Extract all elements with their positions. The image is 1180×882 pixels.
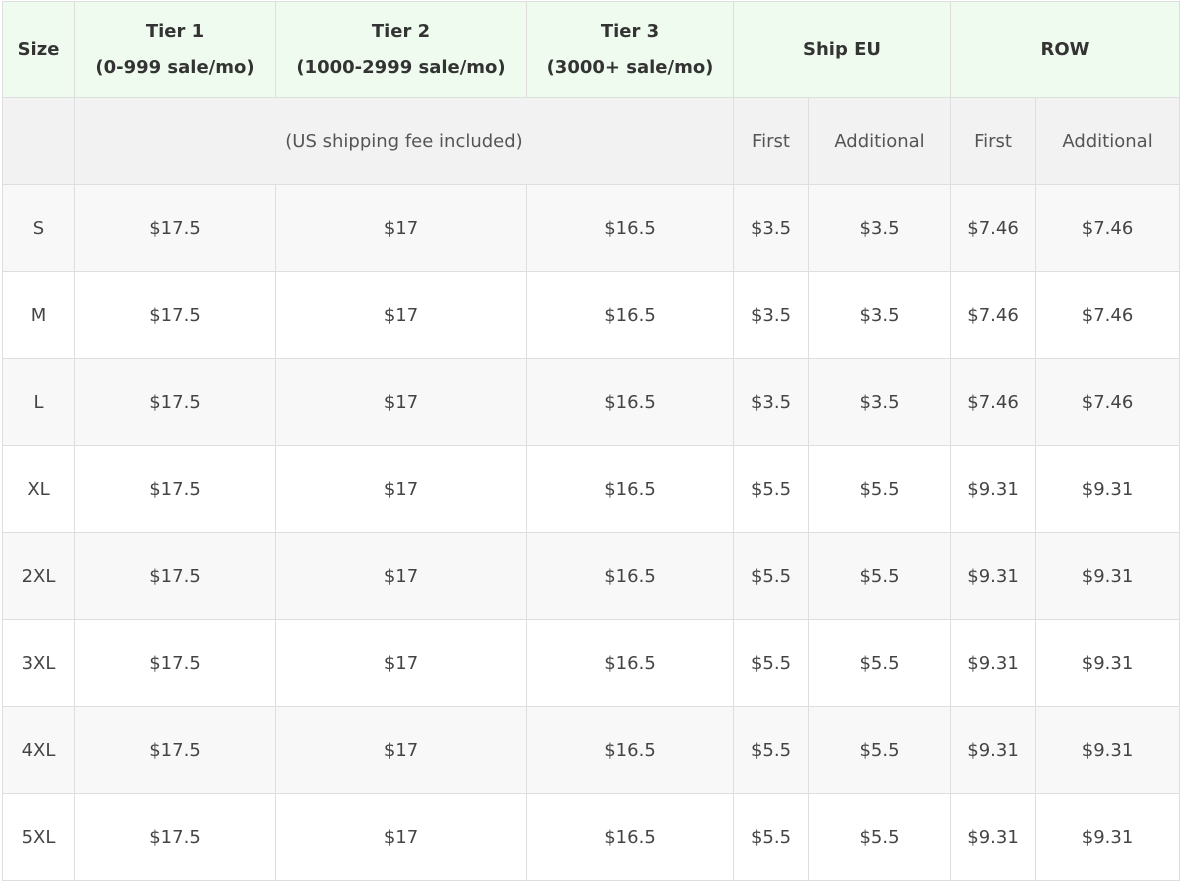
row-additional: Additional bbox=[1035, 97, 1180, 185]
header-size: Size bbox=[2, 1, 75, 98]
eu-additional-price: $3.5 bbox=[807, 271, 952, 359]
tier-3-range: (3000+ sale/mo) bbox=[546, 56, 714, 78]
tier-1-price: $17.5 bbox=[74, 793, 276, 881]
eu-first-price: $3.5 bbox=[733, 271, 809, 359]
row-additional-price: $7.46 bbox=[1035, 271, 1180, 359]
tier-2-price: $17 bbox=[275, 793, 527, 881]
tier-1-name: Tier 1 bbox=[145, 20, 205, 42]
tier-1-range: (0-999 sale/mo) bbox=[95, 56, 255, 78]
size: M bbox=[2, 271, 75, 359]
row-first-price: $9.31 bbox=[950, 445, 1037, 533]
eu-additional-price: $5.5 bbox=[807, 445, 952, 533]
tier-2-price: $17 bbox=[275, 445, 527, 533]
eu-additional: Additional bbox=[807, 97, 952, 185]
size: 4XL bbox=[2, 706, 75, 794]
row-first-price: $7.46 bbox=[950, 271, 1037, 359]
eu-additional-price: $5.5 bbox=[807, 619, 952, 707]
tier-2-price: $17 bbox=[275, 532, 527, 620]
row-first-price: $9.31 bbox=[950, 619, 1037, 707]
row-additional-price: $9.31 bbox=[1035, 445, 1180, 533]
eu-additional-price: $5.5 bbox=[807, 793, 952, 881]
row-first-price: $9.31 bbox=[950, 532, 1037, 620]
subheader-row: (US shipping fee included) First Additio… bbox=[2, 97, 1180, 185]
tier-3-name: Tier 3 bbox=[600, 20, 660, 42]
tier-2-range: (1000-2999 sale/mo) bbox=[296, 56, 506, 78]
row-first-price: $7.46 bbox=[950, 184, 1037, 272]
eu-first-price: $5.5 bbox=[733, 619, 809, 707]
tier-3-price: $16.5 bbox=[526, 793, 734, 881]
row-additional-price: $9.31 bbox=[1035, 619, 1180, 707]
eu-first-price: $5.5 bbox=[733, 793, 809, 881]
size: 3XL bbox=[2, 619, 75, 707]
row-first-price: $9.31 bbox=[950, 706, 1037, 794]
tier-1-price: $17.5 bbox=[74, 445, 276, 533]
tier-2-price: $17 bbox=[275, 619, 527, 707]
header-row: Size Tier 1 (0-999 sale/mo) Tier 2 (1000-2… bbox=[2, 1, 1180, 98]
header-tier-1: Tier 1 (0-999 sale/mo) bbox=[74, 1, 276, 98]
eu-first-price: $5.5 bbox=[733, 706, 809, 794]
eu-additional-price: $3.5 bbox=[807, 358, 952, 446]
header-tier-3: Tier 3 (3000+ sale/mo) bbox=[526, 1, 734, 98]
eu-first-price: $5.5 bbox=[733, 532, 809, 620]
tier-3-price: $16.5 bbox=[526, 445, 734, 533]
row-additional-price: $9.31 bbox=[1035, 793, 1180, 881]
table-row: 4XL $17.5 $17 $16.5 $5.5 $5.5 $9.31 $9.31 bbox=[2, 706, 1180, 794]
subheader-empty bbox=[2, 97, 75, 185]
size: S bbox=[2, 184, 75, 272]
table-row: M $17.5 $17 $16.5 $3.5 $3.5 $7.46 $7.46 bbox=[2, 271, 1180, 359]
tier-2-price: $17 bbox=[275, 184, 527, 272]
header-row: ROW bbox=[950, 1, 1180, 98]
row-first-price: $7.46 bbox=[950, 358, 1037, 446]
eu-additional-price: $5.5 bbox=[807, 706, 952, 794]
table-row: XL $17.5 $17 $16.5 $5.5 $5.5 $9.31 $9.31 bbox=[2, 445, 1180, 533]
row-additional-price: $9.31 bbox=[1035, 532, 1180, 620]
tier-1-price: $17.5 bbox=[74, 619, 276, 707]
tier-3-price: $16.5 bbox=[526, 619, 734, 707]
tier-1-price: $17.5 bbox=[74, 184, 276, 272]
eu-first-price: $5.5 bbox=[733, 445, 809, 533]
eu-first: First bbox=[733, 97, 809, 185]
eu-additional-price: $5.5 bbox=[807, 532, 952, 620]
tier-2-price: $17 bbox=[275, 358, 527, 446]
header-ship-eu: Ship EU bbox=[732, 1, 952, 98]
tier-3-price: $16.5 bbox=[526, 271, 734, 359]
eu-first-price: $3.5 bbox=[733, 184, 809, 272]
tier-2-price: $17 bbox=[275, 271, 527, 359]
row-first: First bbox=[950, 97, 1037, 185]
tier-1-price: $17.5 bbox=[74, 271, 276, 359]
tier-2-name: Tier 2 bbox=[371, 20, 431, 42]
row-additional-price: $7.46 bbox=[1035, 184, 1180, 272]
shipping-note: (US shipping fee included) bbox=[74, 97, 734, 185]
eu-additional-price: $3.5 bbox=[807, 184, 952, 272]
table-row: 2XL $17.5 $17 $16.5 $5.5 $5.5 $9.31 $9.31 bbox=[2, 532, 1180, 620]
table-row: S $17.5 $17 $16.5 $3.5 $3.5 $7.46 $7.46 bbox=[2, 184, 1180, 272]
header-tier-2: Tier 2 (1000-2999 sale/mo) bbox=[275, 1, 527, 98]
size: XL bbox=[2, 445, 75, 533]
row-additional-price: $7.46 bbox=[1035, 358, 1180, 446]
size: 2XL bbox=[2, 532, 75, 620]
tier-1-price: $17.5 bbox=[74, 358, 276, 446]
tier-2-price: $17 bbox=[275, 706, 527, 794]
tier-3-price: $16.5 bbox=[526, 184, 734, 272]
eu-first-price: $3.5 bbox=[733, 358, 809, 446]
tier-1-price: $17.5 bbox=[74, 706, 276, 794]
table-row: L $17.5 $17 $16.5 $3.5 $3.5 $7.46 $7.46 bbox=[2, 358, 1180, 446]
table-row: 5XL $17.5 $17 $16.5 $5.5 $5.5 $9.31 $9.31 bbox=[2, 793, 1180, 881]
row-first-price: $9.31 bbox=[950, 793, 1037, 881]
row-additional-price: $9.31 bbox=[1035, 706, 1180, 794]
tier-3-price: $16.5 bbox=[526, 358, 734, 446]
tier-3-price: $16.5 bbox=[526, 706, 734, 794]
tier-1-price: $17.5 bbox=[74, 532, 276, 620]
size: L bbox=[2, 358, 75, 446]
size: 5XL bbox=[2, 793, 75, 881]
table-body: S $17.5 $17 $16.5 $3.5 $3.5 $7.46 $7.46 M $17.5 $1… bbox=[2, 184, 1180, 881]
table-row: 3XL $17.5 $17 $16.5 $5.5 $5.5 $9.31 $9.31 bbox=[2, 619, 1180, 707]
tier-3-price: $16.5 bbox=[526, 532, 734, 620]
